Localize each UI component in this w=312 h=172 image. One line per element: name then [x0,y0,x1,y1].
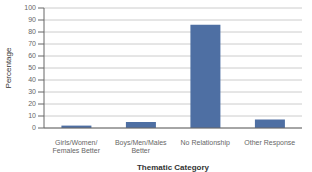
svg-text:30: 30 [28,88,36,95]
svg-text:80: 80 [28,28,36,35]
svg-text:40: 40 [28,76,36,83]
svg-text:50: 50 [28,64,36,71]
svg-text:20: 20 [28,100,36,107]
svg-text:100: 100 [24,4,36,11]
svg-text:Thematic Category: Thematic Category [137,163,210,172]
svg-text:Girls/Women/Females Better: Girls/Women/Females Better [53,139,101,154]
svg-text:10: 10 [28,112,36,119]
svg-text:Percentage: Percentage [8,47,13,88]
svg-text:Boys/Men/MalesBetter: Boys/Men/MalesBetter [115,139,167,154]
svg-text:90: 90 [28,16,36,23]
svg-text:0: 0 [32,124,36,131]
svg-text:70: 70 [28,40,36,47]
svg-text:Other Response: Other Response [244,139,295,147]
svg-text:60: 60 [28,52,36,59]
svg-text:No Relationship: No Relationship [181,139,231,147]
